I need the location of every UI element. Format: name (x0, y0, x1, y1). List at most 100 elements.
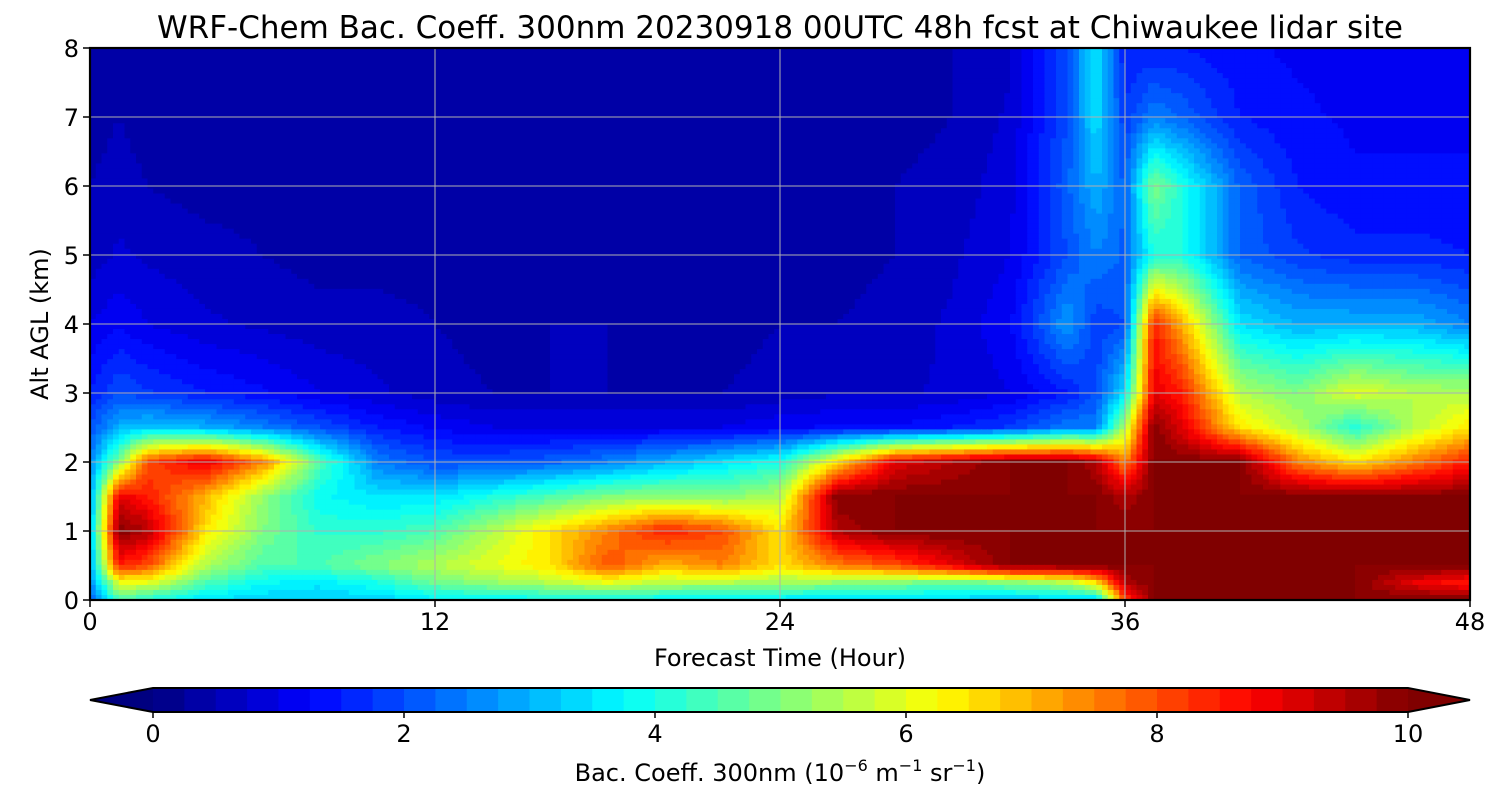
heatmap-cell (171, 83, 177, 89)
heatmap-cell (1171, 78, 1177, 84)
heatmap-cell (855, 93, 861, 99)
heatmap-cell (1085, 88, 1091, 94)
heatmap-cell (1056, 58, 1062, 64)
heatmap-cell (142, 93, 148, 99)
heatmap-cell (1280, 88, 1286, 94)
heatmap-cell (366, 63, 372, 69)
heatmap-cell (1223, 78, 1229, 84)
heatmap-cell (619, 93, 625, 99)
heatmap-cell (608, 98, 614, 104)
heatmap-cell (700, 58, 706, 64)
heatmap-cell (1114, 88, 1120, 94)
heatmap-cell (1056, 73, 1062, 79)
heatmap-cell (447, 78, 453, 84)
heatmap-cell (1459, 83, 1465, 89)
heatmap-cell (838, 73, 844, 79)
heatmap-cell (113, 78, 119, 84)
heatmap-cell (1148, 63, 1154, 69)
heatmap-cell (521, 73, 527, 79)
heatmap-cell (723, 93, 729, 99)
heatmap-cell (895, 68, 901, 74)
heatmap-cell (360, 73, 366, 79)
heatmap-cell (654, 98, 660, 104)
heatmap-cell (740, 83, 746, 89)
heatmap-cell (1367, 93, 1373, 99)
heatmap-cell (895, 83, 901, 89)
heatmap-cell (901, 58, 907, 64)
heatmap-cell (464, 68, 470, 74)
heatmap-cell (809, 78, 815, 84)
heatmap-cell (1206, 68, 1212, 74)
heatmap-cell (1234, 88, 1240, 94)
heatmap-cell (1384, 83, 1390, 89)
heatmap-cell (539, 93, 545, 99)
heatmap-cell (527, 53, 533, 59)
heatmap-cell (176, 63, 182, 69)
heatmap-cell (1102, 53, 1108, 59)
heatmap-cell (245, 83, 251, 89)
heatmap-cell (562, 93, 568, 99)
heatmap-cell (901, 73, 907, 79)
heatmap-cell (1010, 88, 1016, 94)
heatmap-cell (401, 73, 407, 79)
heatmap-cell (1108, 53, 1114, 59)
heatmap-cell (907, 73, 913, 79)
heatmap-cell (792, 68, 798, 74)
heatmap-cell (1355, 88, 1361, 94)
heatmap-cell (636, 63, 642, 69)
heatmap-cell (1298, 73, 1304, 79)
heatmap-cell (493, 53, 499, 59)
heatmap-cell (130, 53, 136, 59)
heatmap-cell (1217, 63, 1223, 69)
heatmap-cell (107, 98, 113, 104)
heatmap-cell (970, 93, 976, 99)
heatmap-cell (602, 73, 608, 79)
heatmap-cell (395, 73, 401, 79)
heatmap-cell (1309, 78, 1315, 84)
heatmap-cell (1056, 88, 1062, 94)
heatmap-cell (786, 53, 792, 59)
heatmap-cell (343, 88, 349, 94)
heatmap-cell (1436, 73, 1442, 79)
heatmap-cell (309, 68, 315, 74)
heatmap-cell (1378, 83, 1384, 89)
heatmap-cell (711, 53, 717, 59)
heatmap-cell (1447, 63, 1453, 69)
heatmap-cell (1114, 68, 1120, 74)
heatmap-cell (792, 78, 798, 84)
heatmap-cell (550, 88, 556, 94)
heatmap-cell (619, 63, 625, 69)
heatmap-cell (797, 93, 803, 99)
heatmap-cell (861, 53, 867, 59)
heatmap-cell (1447, 78, 1453, 84)
heatmap-cell (1142, 93, 1148, 99)
heatmap-cell (366, 68, 372, 74)
heatmap-cell (1211, 63, 1217, 69)
heatmap-cell (360, 83, 366, 89)
heatmap-cell (1424, 88, 1430, 94)
heatmap-cell (1344, 73, 1350, 79)
heatmap-cell (608, 83, 614, 89)
heatmap-cell (539, 83, 545, 89)
heatmap-cell (786, 83, 792, 89)
heatmap-cell (274, 63, 280, 69)
heatmap-cell (711, 73, 717, 79)
heatmap-cell (533, 58, 539, 64)
heatmap-cell (435, 93, 441, 99)
heatmap-cell (1125, 83, 1131, 89)
heatmap-cell (1223, 93, 1229, 99)
heatmap-cell (1407, 78, 1413, 84)
heatmap-cell (1384, 88, 1390, 94)
heatmap-cell (579, 98, 585, 104)
heatmap-cell (1131, 83, 1137, 89)
heatmap-cell (424, 63, 430, 69)
heatmap-cell (590, 93, 596, 99)
heatmap-cell (222, 58, 228, 64)
heatmap-cell (688, 63, 694, 69)
heatmap-cell (194, 98, 200, 104)
heatmap-cell (562, 73, 568, 79)
heatmap-cell (636, 73, 642, 79)
heatmap-cell (654, 83, 660, 89)
heatmap-cell (142, 78, 148, 84)
heatmap-cell (303, 93, 309, 99)
